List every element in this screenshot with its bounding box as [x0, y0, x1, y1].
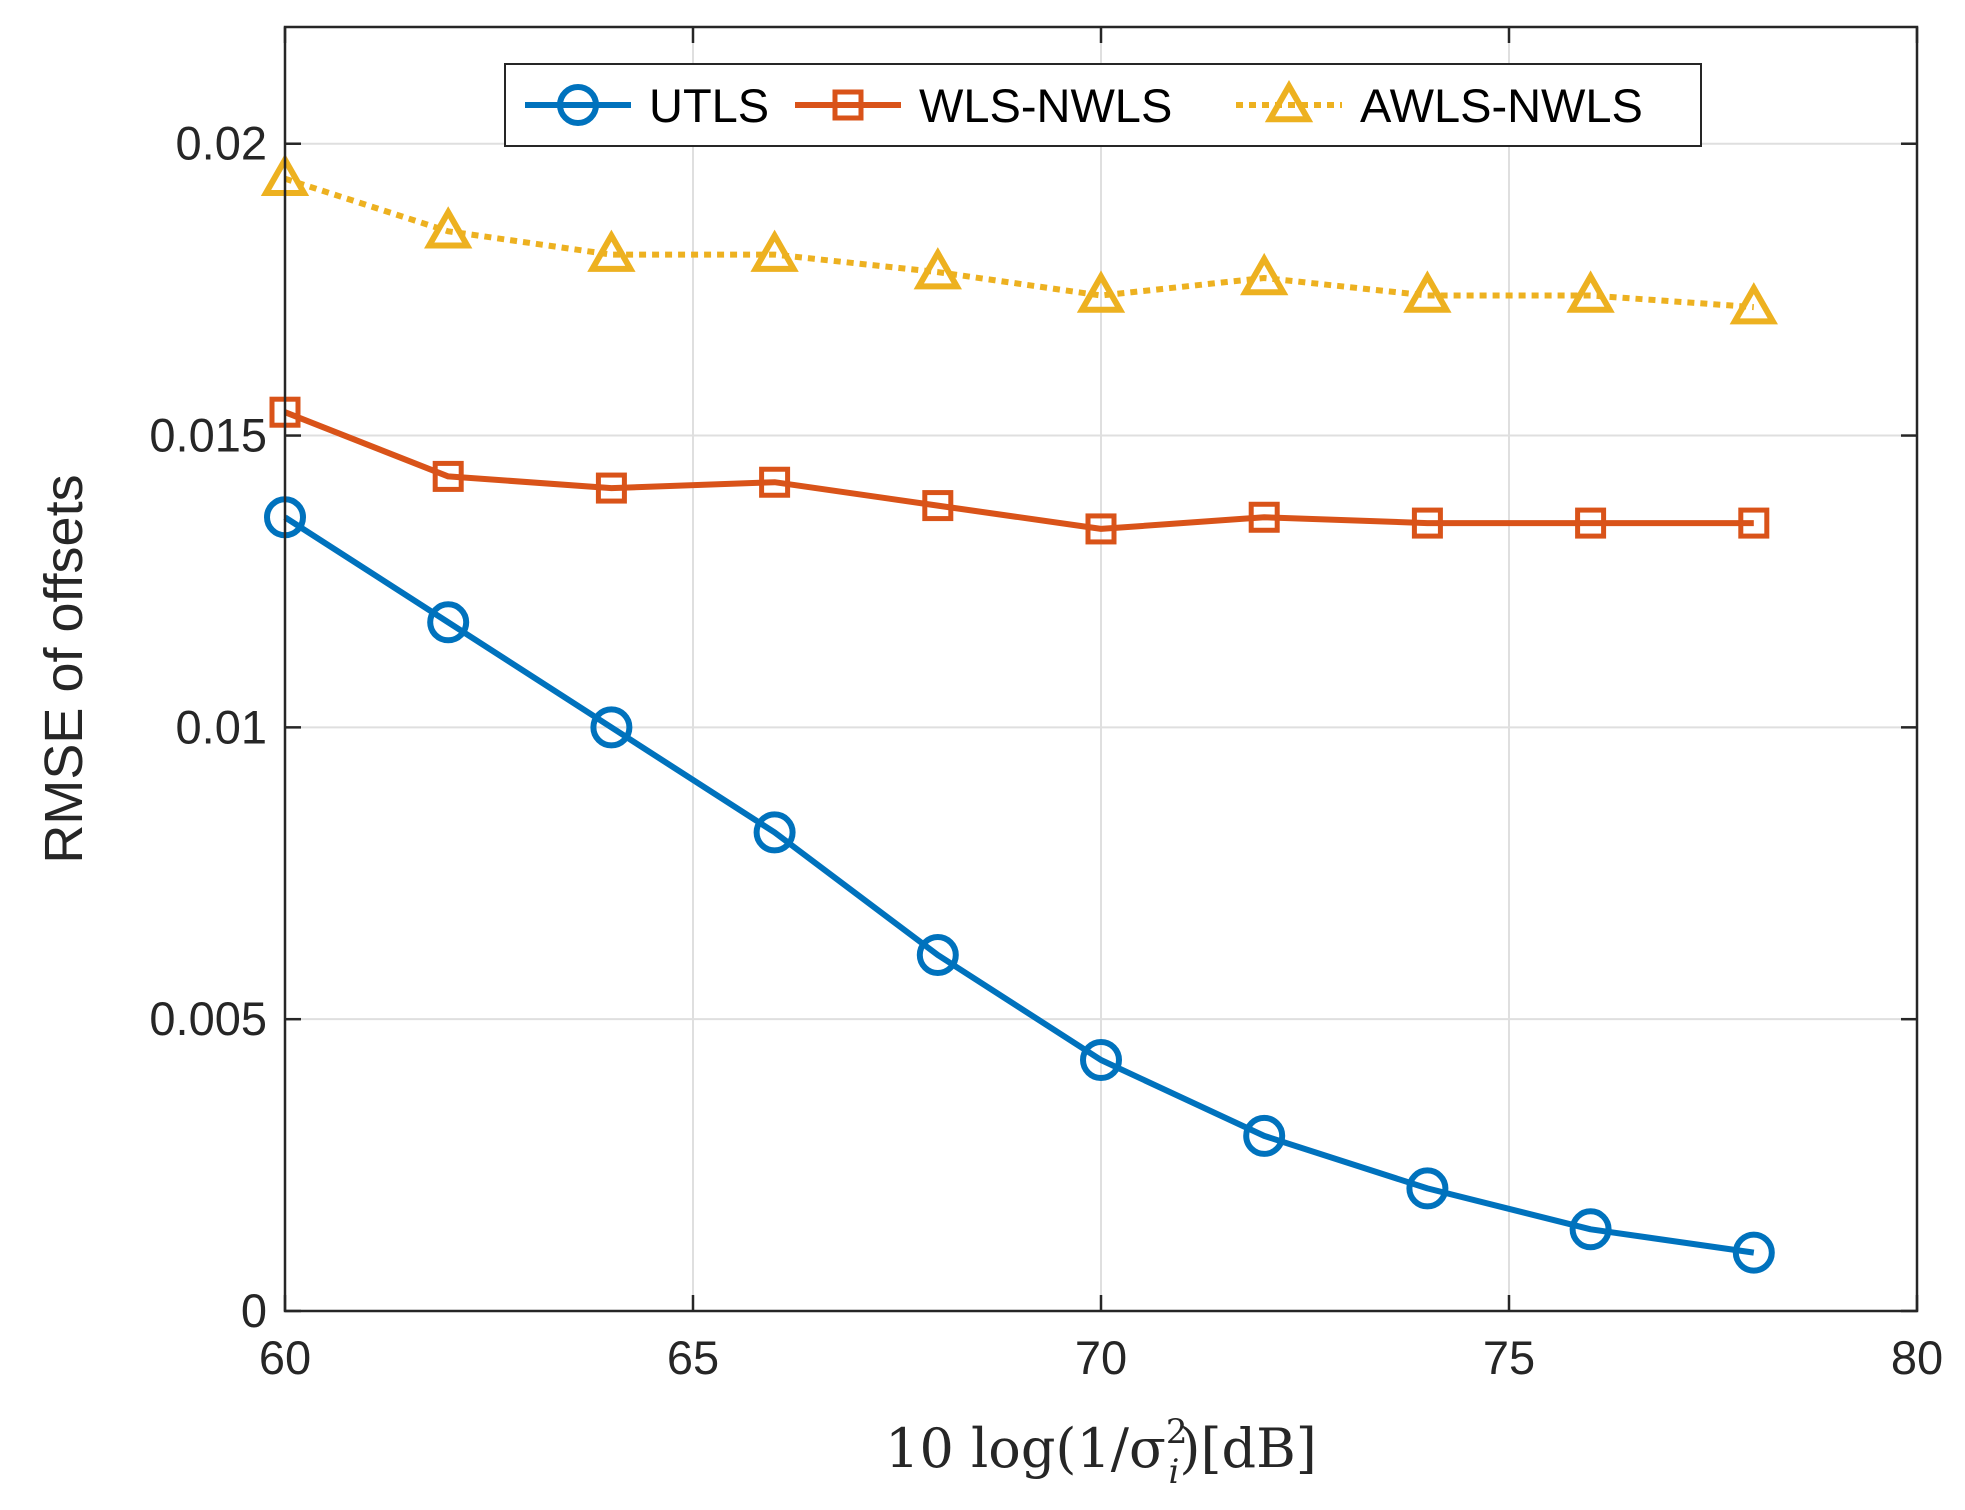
legend-swatch-marker — [557, 84, 599, 126]
data-point-awls-nwls — [1403, 270, 1452, 313]
x-tick-label: 80 — [1891, 1331, 1943, 1384]
data-point-wls-nwls — [1085, 513, 1117, 545]
y-tick-label: 0.02 — [176, 117, 267, 170]
data-point-wls-nwls — [759, 466, 791, 498]
data-point-wls-nwls — [922, 490, 954, 522]
legend-swatch-marker — [832, 89, 864, 121]
data-point-awls-nwls — [1566, 270, 1615, 313]
data-point-wls-nwls — [1411, 507, 1443, 539]
data-point-wls-nwls — [1738, 507, 1770, 539]
x-tick-label: 70 — [1075, 1331, 1127, 1384]
legend-label: AWLS-NWLS — [1360, 79, 1643, 132]
data-point-awls-nwls — [1729, 282, 1778, 325]
y-tick-label: 0.005 — [149, 992, 267, 1045]
y-axis-label: RMSE of offsets — [34, 474, 94, 863]
data-point-utls — [1243, 1114, 1286, 1157]
data-point-awls-nwls — [913, 247, 962, 290]
series-layer — [260, 153, 1778, 1274]
x-axis-label: 10 log(1/σ2 i)[dB] — [885, 1412, 1317, 1492]
y-tick-label: 0.01 — [176, 700, 267, 753]
data-point-awls-nwls — [424, 206, 473, 249]
data-point-awls-nwls — [750, 229, 799, 272]
data-point-awls-nwls — [587, 229, 636, 272]
x-axis-label-sup: 2 — [1166, 1412, 1188, 1452]
legend-item-wls-nwls: WLS-NWLS — [795, 79, 1172, 132]
legend: UTLS WLS-NWLS AWLS-NWLS — [504, 63, 1702, 147]
series-line-utls — [283, 514, 1755, 1256]
legend-item-utls: UTLS — [525, 79, 769, 132]
legend-box — [504, 63, 1702, 147]
x-axis-label-lead: 10 log(1/σ — [885, 1417, 1166, 1480]
data-point-utls — [1732, 1231, 1775, 1274]
x-axis-label-sub: i — [1169, 1452, 1180, 1492]
series-line-wls-nwls — [283, 409, 1754, 532]
x-axis-label-tail: )[dB] — [1179, 1417, 1316, 1480]
data-point-utls — [590, 706, 633, 749]
y-tick-label: 0 — [241, 1284, 267, 1337]
data-point-wls-nwls — [1248, 501, 1280, 533]
legend-item-awls-nwls: AWLS-NWLS — [1236, 79, 1643, 132]
data-point-wls-nwls — [595, 472, 627, 504]
x-tick-label: 75 — [1483, 1331, 1535, 1384]
data-point-awls-nwls — [1240, 252, 1289, 296]
data-point-wls-nwls — [1575, 507, 1607, 539]
data-point-utls — [1080, 1039, 1122, 1082]
legend-swatch-marker — [1264, 79, 1314, 123]
data-point-awls-nwls — [1076, 270, 1126, 313]
axis-ticks — [283, 27, 1919, 1313]
legend-label: UTLS — [649, 79, 769, 132]
data-point-utls — [753, 811, 796, 854]
series-line-awls-nwls — [284, 175, 1755, 311]
series-utls — [264, 496, 1775, 1274]
data-point-wls-nwls — [432, 460, 464, 492]
y-tick-label: 0.015 — [149, 409, 267, 462]
data-point-utls — [1406, 1167, 1449, 1210]
data-point-utls — [1569, 1208, 1612, 1251]
x-tick-label: 60 — [259, 1331, 311, 1384]
data-point-utls — [916, 933, 959, 976]
data-point-utls — [427, 601, 470, 644]
axis-tick-labels: 60 65 70 75 80 0 0.005 0.01 0.015 0.02 — [149, 117, 1943, 1384]
x-tick-label: 65 — [667, 1331, 719, 1384]
legend-label: WLS-NWLS — [919, 79, 1172, 132]
